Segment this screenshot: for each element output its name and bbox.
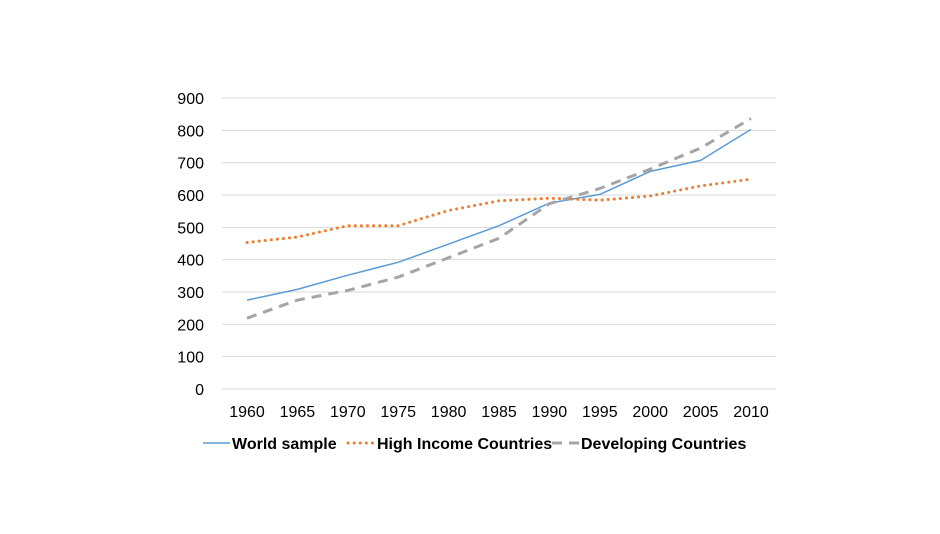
- series-line-high-income-countries: [245, 177, 753, 244]
- y-tick-label: 900: [177, 91, 204, 108]
- series-line-developing-countries: [246, 117, 752, 320]
- series-line-world-sample: [246, 128, 752, 301]
- y-tick-label: 600: [177, 188, 204, 205]
- x-tick-label: 2000: [632, 404, 668, 421]
- y-tick-label: 400: [177, 253, 204, 270]
- y-tick-label: 800: [177, 123, 204, 140]
- gridlines: [222, 97, 776, 390]
- x-tick-label: 1975: [380, 404, 416, 421]
- x-tick-label: 1990: [532, 404, 568, 421]
- x-axis-tick-labels: 1960 1965 1970 1975 1980 1985 1990 1995 2000 2005…: [229, 404, 769, 421]
- y-tick-label: 700: [177, 156, 204, 173]
- legend-label: Developing Countries: [581, 436, 746, 453]
- y-axis-tick-labels: 0 100 200 300 400 500 600 700 800 900: [177, 91, 204, 399]
- x-tick-label: 1960: [229, 404, 265, 421]
- x-tick-label: 1970: [330, 404, 366, 421]
- x-tick-label: 1995: [582, 404, 618, 421]
- y-tick-label: 200: [177, 317, 204, 334]
- legend: World sample High Income Countries Develop…: [203, 436, 746, 453]
- x-tick-label: 1980: [431, 404, 467, 421]
- x-tick-label: 1965: [280, 404, 316, 421]
- y-tick-label: 100: [177, 350, 204, 367]
- x-tick-label: 1985: [481, 404, 517, 421]
- y-tick-label: 500: [177, 220, 204, 237]
- series-lines: [245, 117, 753, 320]
- legend-label: High Income Countries: [377, 436, 552, 453]
- x-tick-label: 2005: [683, 404, 719, 421]
- x-tick-label: 2010: [733, 404, 769, 421]
- y-tick-label: 300: [177, 285, 204, 302]
- legend-label: World sample: [232, 436, 337, 453]
- y-tick-label: 0: [195, 382, 204, 399]
